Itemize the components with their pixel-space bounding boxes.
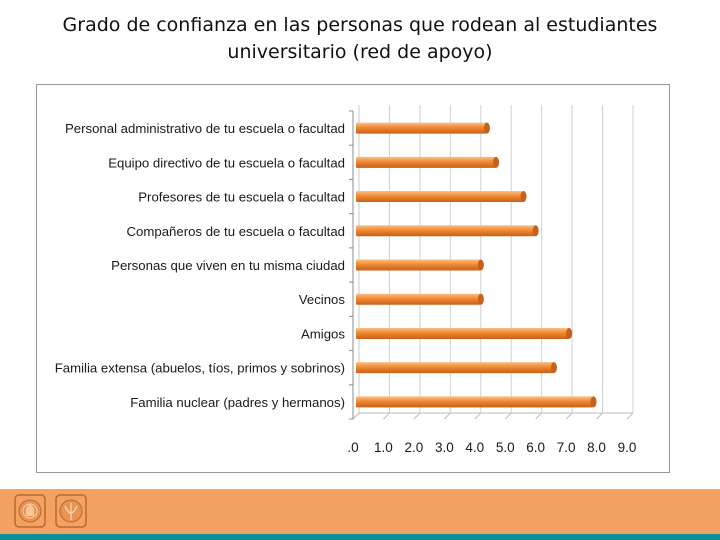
bar xyxy=(356,362,557,374)
bar xyxy=(356,327,573,339)
gridline-foot xyxy=(565,412,573,420)
bar-end xyxy=(532,225,539,237)
footer-band xyxy=(0,489,720,534)
gridline-foot xyxy=(596,412,603,420)
gridline-foot xyxy=(626,412,634,420)
bar-end xyxy=(493,156,500,168)
bar xyxy=(356,122,490,134)
bar-body xyxy=(356,293,481,305)
x-tick-label: 1.0 xyxy=(374,440,393,455)
x-tick-label: 5.0 xyxy=(496,440,515,455)
gridline-foot xyxy=(352,412,360,420)
category-label: Amigos xyxy=(301,326,345,341)
category-label: Personal administrativo de tu escuela o … xyxy=(65,121,345,136)
footer-accent-line xyxy=(0,534,720,540)
gridline-foot xyxy=(474,412,482,420)
bar-chart: Personal administrativo de tu escuela o … xyxy=(55,105,637,455)
category-label: Personas que viven en tu misma ciudad xyxy=(111,258,345,273)
bar-body xyxy=(356,156,497,168)
bar-body xyxy=(356,225,536,237)
title-line-2: universitario (red de apoyo) xyxy=(227,41,493,63)
bar xyxy=(356,191,527,203)
floor-edge xyxy=(352,412,633,420)
gridline-foot xyxy=(535,412,543,420)
bar-body xyxy=(356,122,487,134)
bar-end xyxy=(566,327,573,339)
bar-body xyxy=(356,327,570,339)
bar xyxy=(356,396,597,408)
x-tick-label: 7.0 xyxy=(557,440,576,455)
category-label: Profesores de tu escuela o facultad xyxy=(138,190,345,205)
category-label: Familia extensa (abuelos, tíos, primos y… xyxy=(55,361,345,376)
category-label: Vecinos xyxy=(299,292,346,307)
slide-title: Grado de confianza en las personas que r… xyxy=(0,12,720,66)
bar-body xyxy=(356,362,554,374)
x-tick-label: 3.0 xyxy=(435,440,454,455)
faculty-seal-icon xyxy=(55,494,87,528)
x-tick-label: 2.0 xyxy=(404,440,423,455)
university-seal-icon xyxy=(14,494,46,528)
x-tick-label: 9.0 xyxy=(618,440,637,455)
bar-end xyxy=(477,259,484,271)
gridline-foot xyxy=(443,412,451,420)
chart-frame: Personal administrativo de tu escuela o … xyxy=(36,84,670,473)
x-tick-label: 8.0 xyxy=(587,440,606,455)
category-label: Familia nuclear (padres y hermanos) xyxy=(130,395,345,410)
gridline-foot xyxy=(504,412,512,420)
bar xyxy=(356,259,484,271)
bar-body xyxy=(356,259,481,271)
title-line-1: Grado de confianza en las personas que r… xyxy=(62,14,658,36)
bar-end xyxy=(483,122,490,134)
bar-body xyxy=(356,191,524,203)
bar xyxy=(356,293,484,305)
bar-end xyxy=(590,396,597,408)
category-label: Compañeros de tu escuela o facultad xyxy=(127,224,345,239)
category-label: Equipo directivo de tu escuela o faculta… xyxy=(108,155,345,170)
bar-end xyxy=(550,362,557,374)
bar xyxy=(356,156,500,168)
x-tick-label: 6.0 xyxy=(526,440,545,455)
bar-end xyxy=(477,293,484,305)
x-tick-label: 4.0 xyxy=(465,440,484,455)
bar xyxy=(356,225,539,237)
bar-end xyxy=(520,191,527,203)
bar-body xyxy=(356,396,594,408)
gridline-foot xyxy=(413,412,421,420)
x-tick-label: .0 xyxy=(347,440,358,455)
gridline-foot xyxy=(383,412,390,420)
